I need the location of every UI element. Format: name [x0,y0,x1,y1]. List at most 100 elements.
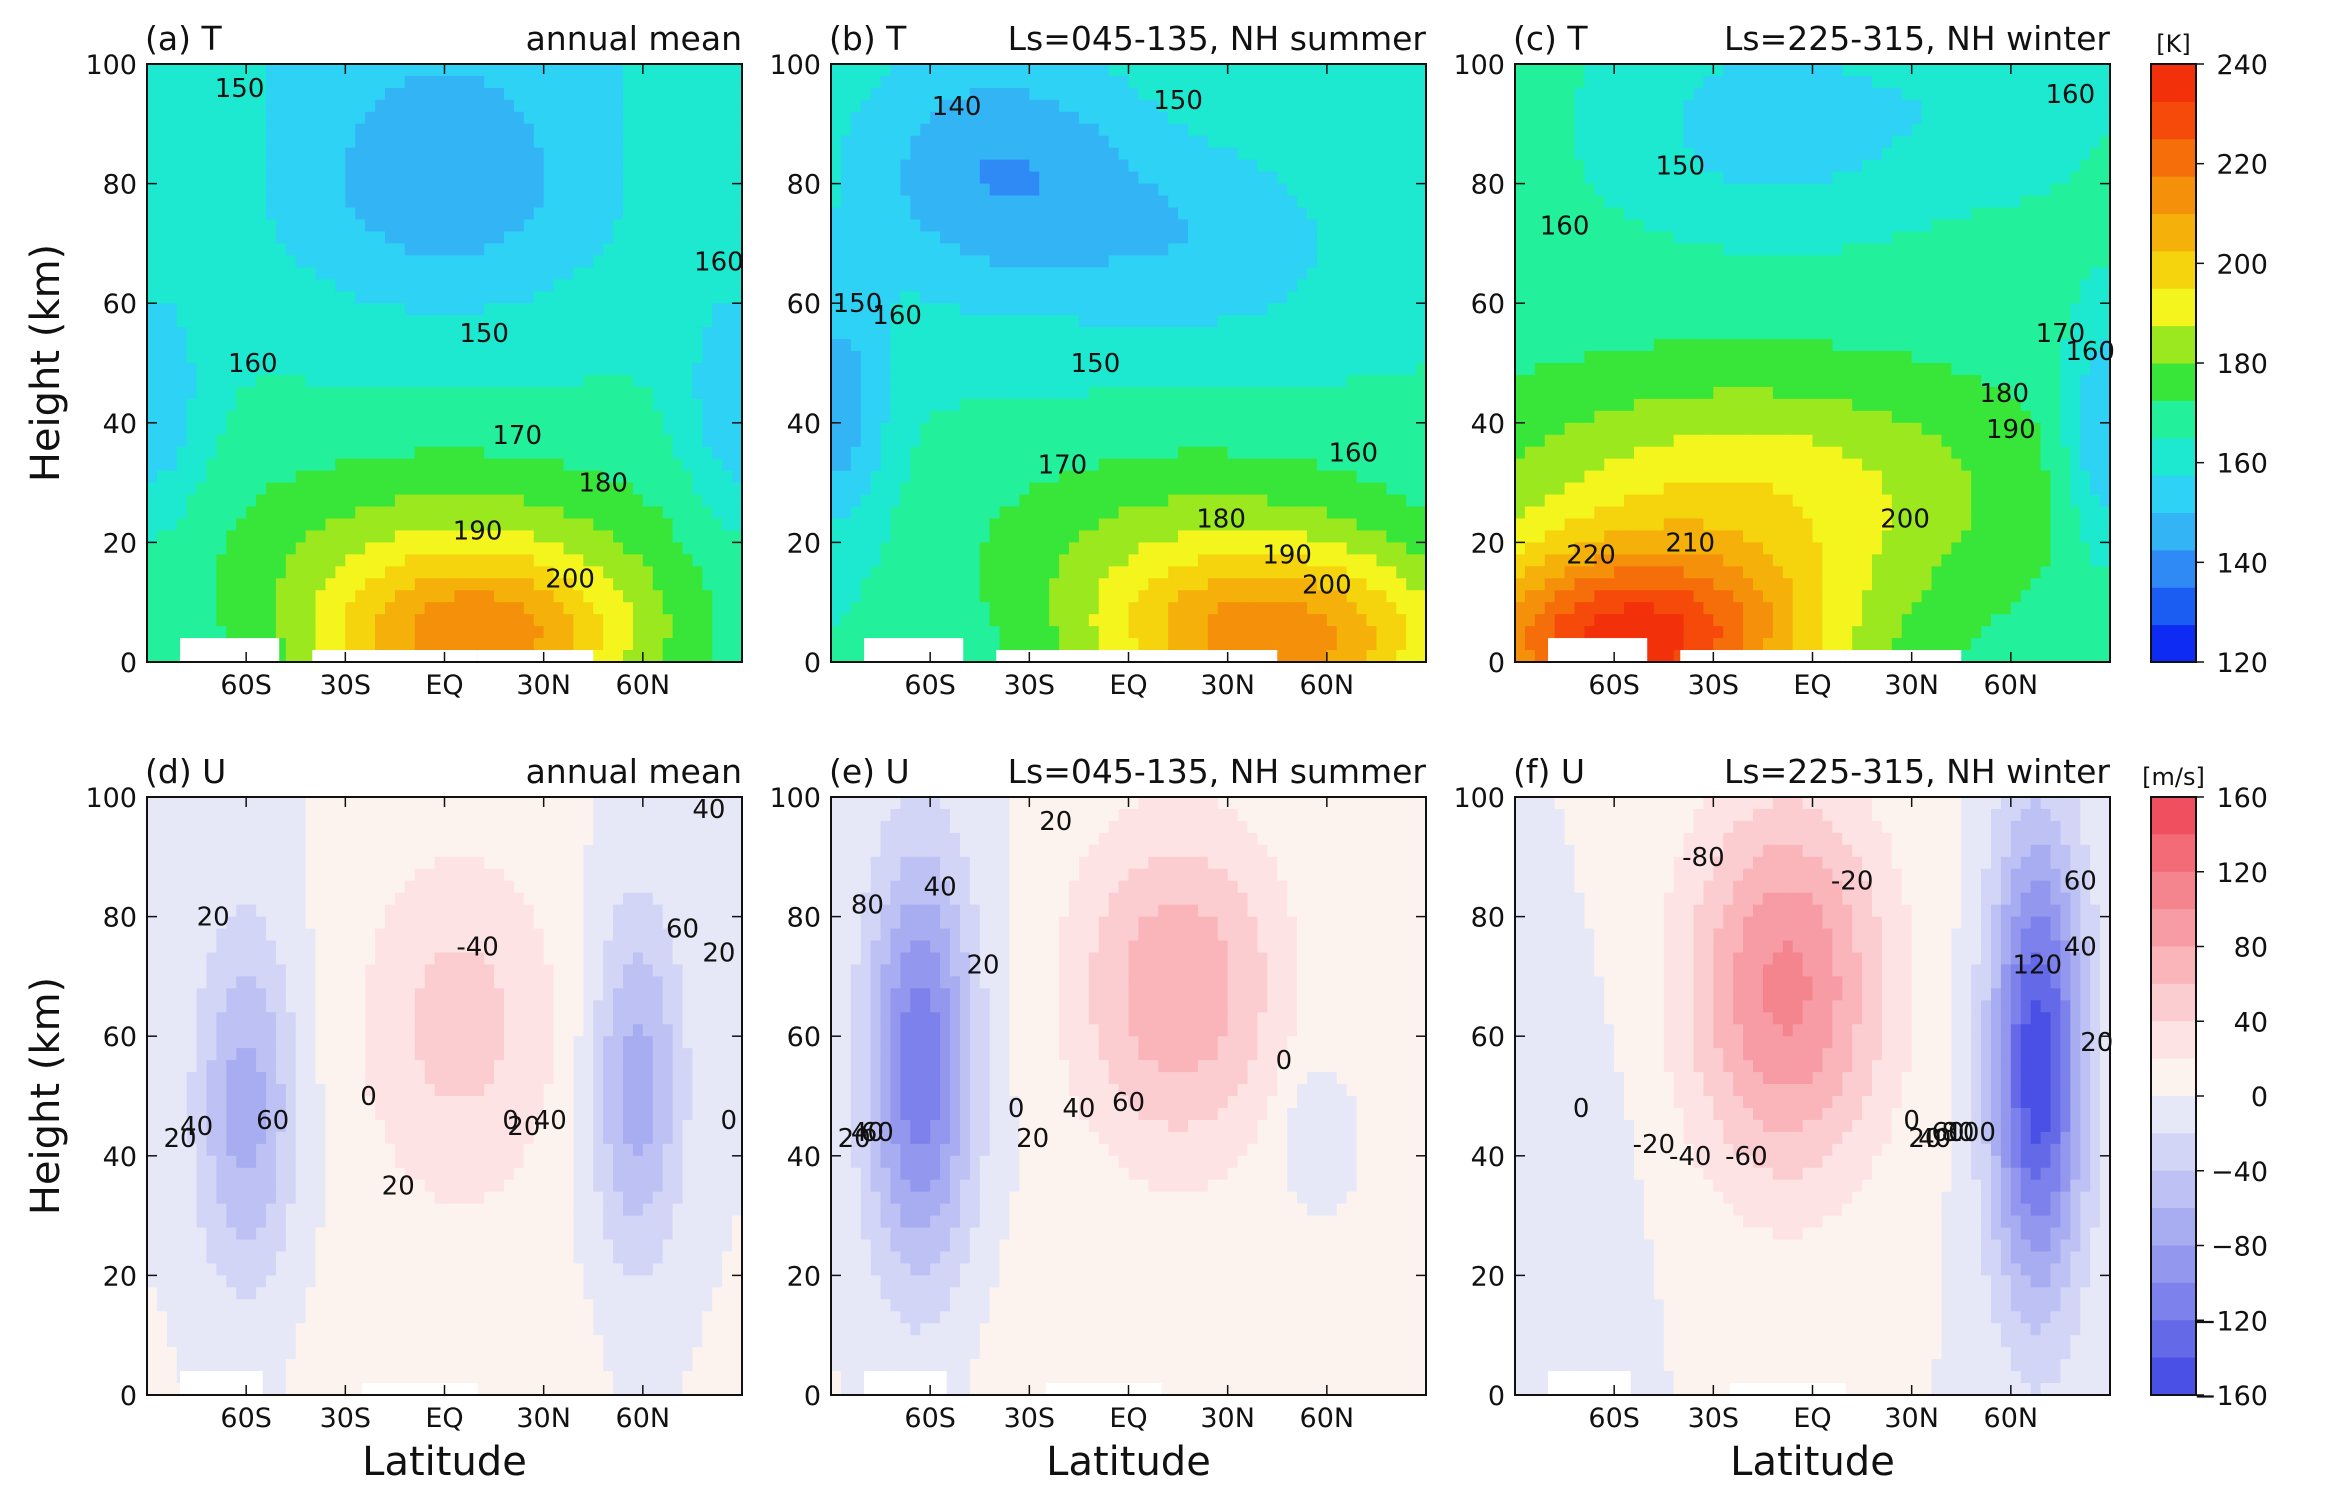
field-cell [404,291,416,304]
field-cell [385,566,396,579]
field-cell [920,123,931,137]
field-cell [464,87,475,101]
field-cell [1386,434,1397,448]
field-cell [404,410,416,424]
field-cell [1287,279,1298,292]
field-cell [623,650,634,662]
field-cell [504,315,515,328]
field-cell [692,207,703,221]
field-cell [1326,303,1338,316]
field-cell [1217,135,1229,149]
field-cell [930,374,941,388]
field-cell [850,434,862,448]
field-cell [533,386,545,400]
field-cell [1237,64,1249,77]
field-cell [285,638,297,651]
field-cell [1416,87,1426,101]
field-cell [1316,291,1328,304]
field-cell [523,506,535,520]
field-cell [732,458,742,472]
field-cell [355,255,366,268]
field-cell [295,626,307,639]
field-cell [186,75,198,89]
field-cell [394,64,406,77]
field-cell [900,398,911,412]
field-cell [275,422,287,436]
field-cell [692,87,703,101]
field-cell [1108,351,1120,364]
field-cell [989,291,1001,304]
field-cell [513,195,525,209]
field-cell [1009,99,1021,113]
field-cell [1098,315,1110,328]
field-cell [285,243,297,256]
field-cell [583,422,594,436]
field-cell [642,554,654,567]
field-cell [236,207,247,221]
field-cell [1039,183,1050,197]
field-cell [444,638,456,651]
field-cell [355,638,366,651]
field-cell [553,542,565,555]
field-cell [166,207,178,221]
field-cell [920,374,931,388]
field-cell [950,99,961,113]
field-cell [1416,111,1426,125]
field-cell [533,518,545,532]
field-cell [682,159,694,173]
field-cell [1356,64,1368,77]
field-cell [1336,291,1348,304]
field-cell [999,279,1011,292]
field-cell [1336,410,1348,424]
field-cell [295,458,307,472]
field-cell [504,279,515,292]
field-cell [880,75,892,89]
field-cell [414,111,426,125]
field-cell [325,303,337,316]
field-cell [642,123,654,137]
field-cell [573,602,584,615]
field-cell [1138,303,1149,316]
field-cell [563,243,575,256]
field-cell [860,267,872,280]
field-cell [156,554,168,567]
field-cell [1396,255,1407,268]
field-cell [623,171,634,185]
field-cell [196,75,208,89]
field-cell [900,351,911,364]
field-cell [266,267,277,280]
field-cell [682,243,694,256]
x-tick-label: 30S [320,670,372,701]
field-cell [900,422,911,436]
field-cell [1158,374,1169,388]
field-cell [553,434,565,448]
field-cell [375,339,386,352]
field-cell [1019,171,1030,185]
field-cell [1197,207,1209,221]
field-cell [860,123,872,137]
field-cell [930,351,941,364]
field-cell [1376,386,1387,400]
field-cell [1396,135,1407,149]
field-cell [355,602,366,615]
field-cell [186,458,198,472]
field-cell [692,470,703,484]
field-cell [732,159,742,173]
field-cell [375,458,386,472]
field-cell [246,410,257,424]
field-cell [979,135,991,149]
field-cell [1326,135,1338,149]
field-cell [969,279,981,292]
field-cell [1138,135,1149,149]
field-cell [484,207,495,221]
field-cell [1257,434,1268,448]
field-cell [860,315,872,328]
field-cell [1316,219,1328,233]
field-cell [1118,123,1130,137]
field-cell [1376,303,1387,316]
field-cell [613,386,624,400]
field-cell [613,183,624,197]
field-cell [593,111,604,125]
field-cell [1049,315,1060,328]
field-cell [573,518,584,532]
